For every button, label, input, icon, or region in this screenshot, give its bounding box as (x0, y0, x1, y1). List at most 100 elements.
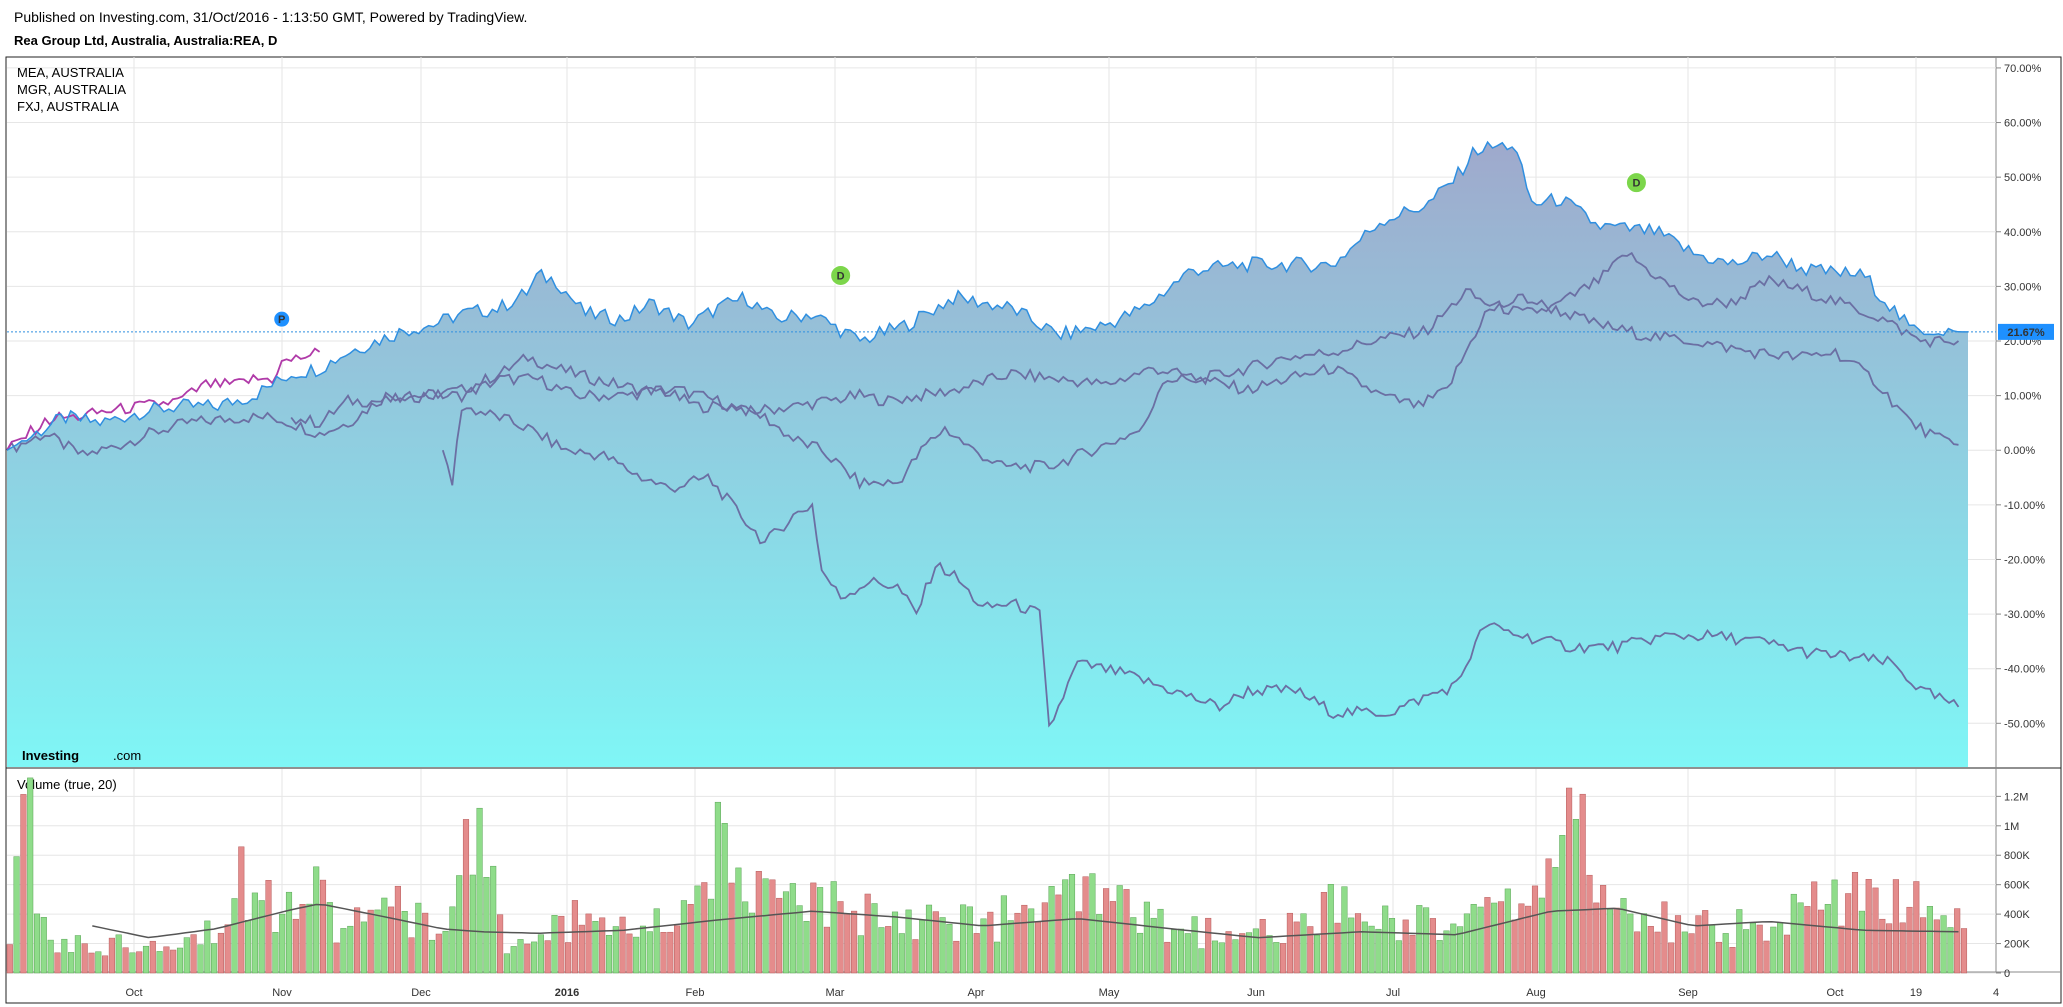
volume-bar (1280, 943, 1287, 974)
volume-bar (102, 955, 109, 974)
volume-bar (1388, 918, 1396, 974)
volume-bar (544, 940, 551, 974)
volume-bar (1034, 921, 1042, 974)
volume-bar (1715, 941, 1722, 974)
volume-bar (571, 900, 578, 974)
volume-bar (1899, 922, 1906, 974)
volume-bar (653, 908, 660, 974)
volume-bar (857, 935, 864, 974)
volume-bar (1068, 874, 1076, 974)
volume-bar (925, 904, 933, 974)
volume-bar (1736, 909, 1743, 974)
volume-bar (1538, 897, 1545, 974)
volume-bar (1722, 933, 1729, 974)
volume-bar (1463, 913, 1470, 974)
event-marker-p[interactable] (273, 310, 291, 328)
volume-bar (537, 934, 544, 974)
volume-bar (735, 867, 742, 974)
volume-bar (1579, 793, 1586, 974)
volume-bar (837, 901, 844, 974)
volume-bar (1116, 885, 1123, 974)
volume-bar (1661, 901, 1668, 974)
y-tick-label: 30.00% (2004, 281, 2042, 293)
volume-bar (1491, 902, 1498, 974)
volume-bar (966, 906, 973, 974)
volume-bar (1770, 926, 1777, 974)
volume-bar (1232, 939, 1239, 974)
volume-bar (422, 912, 429, 974)
volume-bar (932, 911, 939, 974)
volume-bar (95, 951, 102, 974)
investing-logo-suffix: .com (113, 748, 141, 763)
volume-bar (1695, 915, 1702, 974)
volume-bar (1096, 914, 1103, 974)
volume-bar (708, 898, 715, 974)
volume-bar (1926, 906, 1933, 974)
volume-bar (817, 887, 824, 974)
volume-title: Volume (true, 20) (17, 777, 117, 792)
volume-bar (497, 914, 504, 974)
volume-bar (1007, 920, 1014, 974)
volume-bar (1858, 910, 1865, 974)
volume-bar (149, 940, 156, 974)
volume-bar (1640, 913, 1648, 974)
volume-bar (88, 952, 95, 974)
published-caption: Published on Investing.com, 31/Oct/2016 … (14, 9, 528, 25)
volume-bar (54, 952, 61, 974)
volume-bar (748, 912, 756, 974)
volume-bar (1668, 942, 1675, 974)
volume-bar (1211, 940, 1219, 974)
volume-bar (1300, 913, 1307, 974)
marker-label: D (837, 270, 845, 282)
volume-bar (1218, 942, 1225, 974)
volume-bar (1545, 858, 1552, 974)
volume-bar (1688, 933, 1695, 974)
volume-bar (578, 924, 585, 974)
volume-bar (912, 939, 919, 974)
dividend-marker-d[interactable] (830, 264, 852, 286)
volume-bar (599, 917, 606, 974)
volume-bar (476, 807, 483, 974)
volume-bar (728, 882, 735, 974)
volume-bar (701, 882, 708, 974)
volume-bar (231, 898, 238, 974)
volume-bar (1947, 927, 1954, 974)
volume-bar (1920, 917, 1927, 974)
symbol-title: Rea Group Ltd, Australia, Australia:REA,… (14, 33, 278, 48)
volume-bar (1620, 898, 1627, 974)
volume-bar (605, 935, 613, 974)
volume-bar (156, 951, 163, 974)
compare-line (441, 407, 1960, 728)
volume-bar (292, 918, 299, 974)
volume-bar (428, 939, 436, 974)
y-tick-label: -50.00% (2004, 718, 2045, 730)
volume-bar (769, 879, 776, 974)
volume-tick-label: 600K (2004, 880, 2030, 892)
x-tick-label: Mar (826, 987, 845, 999)
volume-bar (1429, 918, 1436, 974)
volume-bar (1566, 787, 1573, 974)
volume-bar (687, 904, 694, 974)
volume-bar (1906, 906, 1913, 974)
volume-bar (1729, 947, 1736, 974)
volume-bar (176, 947, 184, 974)
volume-bar (871, 903, 878, 974)
volume-bar (299, 904, 306, 974)
volume-bar (20, 794, 27, 974)
volume-bar (388, 906, 395, 974)
volume-bar (1756, 924, 1763, 974)
x-tick-label: 19 (1910, 987, 1922, 999)
legend-item: FXJ, AUSTRALIA (17, 99, 119, 114)
x-tick-label: Oct (125, 987, 142, 999)
volume-bar (319, 879, 327, 974)
volume-bar (585, 913, 592, 974)
volume-bar (1586, 874, 1593, 974)
volume-bar (1286, 912, 1293, 974)
dividend-marker-d[interactable] (1625, 172, 1647, 194)
volume-bar (245, 920, 252, 974)
volume-tick-label: 800K (2004, 850, 2030, 862)
volume-bar (1940, 915, 1947, 974)
y-tick-label: -30.00% (2004, 609, 2045, 621)
volume-bar (565, 942, 572, 974)
